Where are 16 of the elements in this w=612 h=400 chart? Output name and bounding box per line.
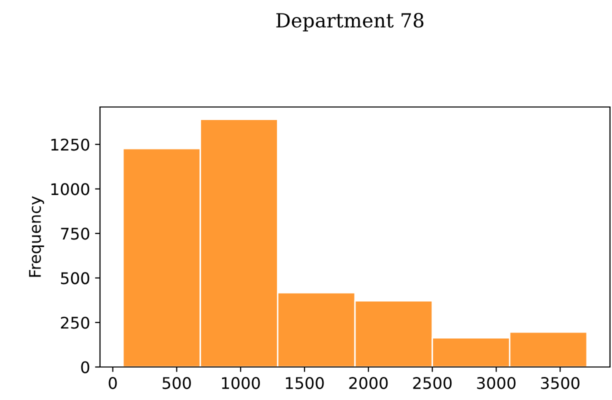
x-tick-label: 500 <box>162 377 191 390</box>
y-axis-title: Frequency <box>29 196 44 277</box>
x-tick-label: 1000 <box>222 377 260 390</box>
y-tick-label: 0 <box>81 361 90 374</box>
chart-title: Department 78 <box>276 12 424 32</box>
x-tick-label: 0 <box>108 377 117 390</box>
x-tick-label: 2000 <box>349 377 388 390</box>
x-tick-label: 3000 <box>477 377 516 390</box>
y-tick-label: 750 <box>61 228 90 240</box>
y-tick-label: 500 <box>61 272 90 284</box>
x-tick-label: 3500 <box>541 377 580 390</box>
x-tick-label: 1500 <box>286 377 324 390</box>
y-tick-label: 1250 <box>51 138 90 151</box>
x-tick-label: 2500 <box>413 377 452 390</box>
y-tick-label: 1000 <box>51 183 90 196</box>
y-tick-label: 250 <box>60 316 90 329</box>
